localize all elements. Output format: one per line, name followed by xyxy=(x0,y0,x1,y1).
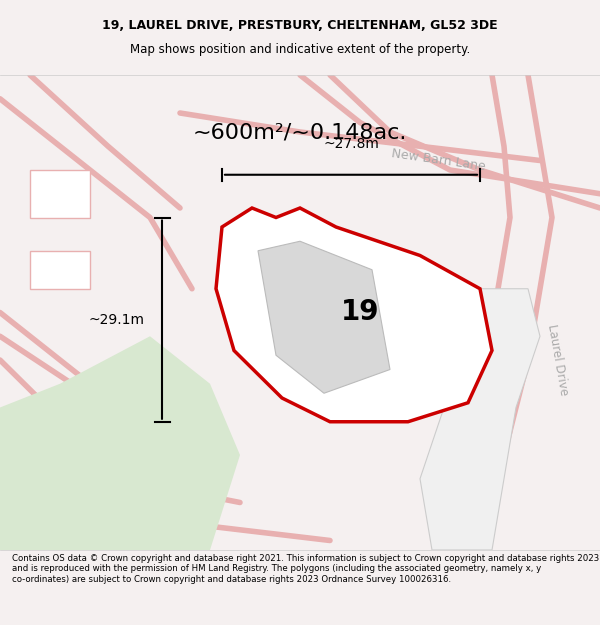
Text: ~600m²/~0.148ac.: ~600m²/~0.148ac. xyxy=(193,122,407,142)
Polygon shape xyxy=(0,336,240,550)
Polygon shape xyxy=(216,208,492,422)
Text: 19, LAUREL DRIVE, PRESTBURY, CHELTENHAM, GL52 3DE: 19, LAUREL DRIVE, PRESTBURY, CHELTENHAM,… xyxy=(102,19,498,32)
Text: Contains OS data © Crown copyright and database right 2021. This information is : Contains OS data © Crown copyright and d… xyxy=(12,554,599,584)
Polygon shape xyxy=(258,241,390,393)
Text: Laurel Drive: Laurel Drive xyxy=(545,323,571,397)
Polygon shape xyxy=(30,251,90,289)
Text: ~27.8m: ~27.8m xyxy=(323,137,379,151)
Text: New Barn Lane: New Barn Lane xyxy=(390,148,486,174)
Text: 19: 19 xyxy=(341,299,379,326)
Text: ~29.1m: ~29.1m xyxy=(88,312,144,327)
Text: Map shows position and indicative extent of the property.: Map shows position and indicative extent… xyxy=(130,43,470,56)
Polygon shape xyxy=(30,170,90,217)
Polygon shape xyxy=(420,289,540,550)
